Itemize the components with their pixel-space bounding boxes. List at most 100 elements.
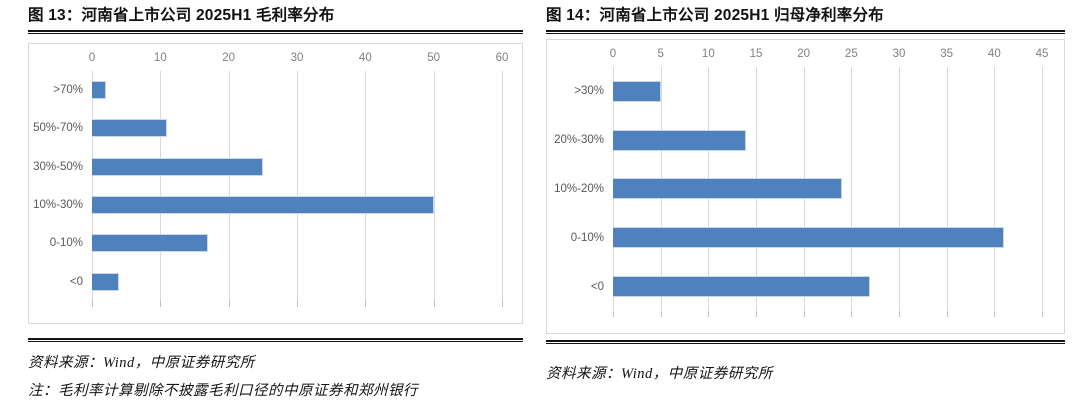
axis-tick-label: 20 bbox=[797, 48, 811, 60]
category-label: >70% bbox=[53, 84, 83, 97]
bar-track bbox=[92, 186, 502, 224]
axis-tick-label: 0 bbox=[609, 48, 617, 60]
bar-track bbox=[613, 116, 1042, 165]
bar-row: 30%-50% bbox=[29, 148, 502, 186]
bar bbox=[92, 272, 120, 291]
bar-track bbox=[613, 165, 1042, 214]
bar-rows: >30% 20%-30% 10%-20% 0-10% <0 bbox=[547, 67, 1042, 311]
bar-track bbox=[92, 148, 502, 186]
figure-13-chart: 0 10 20 30 40 50 60 >70% 50%-70% 30%-50% 10%-30% 0-… bbox=[28, 43, 523, 324]
bar-row: 10%-30% bbox=[29, 186, 502, 224]
bar-row: 0-10% bbox=[29, 224, 502, 262]
category-label: <0 bbox=[69, 275, 83, 288]
axis-tick-mark bbox=[228, 301, 230, 307]
bar-row: 50%-70% bbox=[29, 109, 502, 147]
figure-14-title: 图 14：河南省上市公司 2025H1 归母净利率分布 bbox=[546, 7, 884, 24]
bar bbox=[92, 81, 106, 100]
axis-tick-label: 40 bbox=[987, 48, 1001, 60]
axis-tick-mark bbox=[803, 311, 805, 317]
bar-track bbox=[92, 224, 502, 262]
bar-row: >30% bbox=[547, 67, 1042, 116]
axis-tick-label: 30 bbox=[892, 48, 906, 60]
bar-track bbox=[613, 213, 1042, 262]
axis-tick-label: 0 bbox=[88, 52, 96, 64]
axis-tick-mark bbox=[660, 311, 662, 317]
bar bbox=[92, 119, 168, 138]
figure-14-panel: 图 14：河南省上市公司 2025H1 归母净利率分布 0 5 10 15 20 25 30… bbox=[546, 4, 1065, 383]
axis-tick-label: 25 bbox=[844, 48, 858, 60]
axis-tick-mark bbox=[365, 301, 367, 307]
category-label: 0-10% bbox=[570, 231, 604, 244]
axis-tick-mark bbox=[755, 311, 757, 317]
figure-13-panel: 图 13：河南省上市公司 2025H1 毛利率分布 0 10 20 30 40 50 60 >… bbox=[28, 4, 523, 400]
bar bbox=[613, 227, 1004, 249]
gridline bbox=[92, 71, 93, 301]
bar bbox=[613, 129, 747, 151]
plot-area: >70% 50%-70% 30%-50% 10%-30% 0-10% <0 bbox=[29, 71, 503, 315]
bar-track bbox=[92, 263, 502, 301]
gridline bbox=[994, 67, 996, 311]
bar-track bbox=[613, 262, 1042, 311]
value-axis: 0 5 10 15 20 25 30 35 40 45 bbox=[609, 45, 1049, 67]
bar-row: <0 bbox=[547, 262, 1042, 311]
axis-tick-label: 60 bbox=[495, 52, 509, 64]
category-label: 20%-30% bbox=[554, 134, 604, 147]
bar-row: >70% bbox=[29, 71, 502, 109]
figure-14-footer-rule bbox=[546, 340, 1065, 344]
bar bbox=[613, 80, 661, 102]
bar bbox=[613, 276, 871, 298]
axis-tick-label: 5 bbox=[657, 48, 664, 60]
bar-row: 20%-30% bbox=[547, 116, 1042, 165]
axis-tick-label: 45 bbox=[1035, 48, 1049, 60]
figure-14-chart: 0 5 10 15 20 25 30 35 40 45 >30% 20%-30% 10%-20% 0-10… bbox=[546, 39, 1065, 334]
gridline bbox=[851, 67, 853, 311]
bar bbox=[613, 178, 842, 200]
category-label: 10%-30% bbox=[33, 199, 83, 212]
axis-tick-mark bbox=[502, 301, 503, 307]
bar-track bbox=[92, 71, 502, 109]
gridline bbox=[297, 71, 298, 301]
axis-tick-mark bbox=[898, 311, 900, 317]
axis-tick-label: 50 bbox=[427, 52, 441, 64]
bar bbox=[92, 157, 263, 176]
gridline bbox=[433, 71, 435, 301]
axis-tick-mark bbox=[613, 311, 614, 317]
figure-14-source: 资料来源：Wind，中原证券研究所 bbox=[546, 366, 773, 382]
axis-tick-label: 40 bbox=[358, 52, 372, 64]
axis-tick-mark bbox=[297, 301, 298, 307]
axis-tick-label: 30 bbox=[290, 52, 304, 64]
gridline bbox=[160, 71, 162, 301]
axis-tick-mark bbox=[92, 301, 93, 307]
bar-track bbox=[92, 109, 502, 147]
category-label: 10%-20% bbox=[554, 182, 604, 195]
figure-13-title: 图 13：河南省上市公司 2025H1 毛利率分布 bbox=[28, 7, 335, 24]
figure-13-footer-rule bbox=[28, 338, 523, 342]
plot-area: >30% 20%-30% 10%-20% 0-10% <0 bbox=[547, 67, 1043, 325]
bar bbox=[92, 196, 434, 215]
axis-tick-label: 20 bbox=[222, 52, 236, 64]
bar-row: <0 bbox=[29, 263, 502, 301]
gridline bbox=[502, 71, 503, 301]
axis-tick-label: 10 bbox=[153, 52, 167, 64]
figure-14-title-rule bbox=[546, 30, 1065, 34]
category-label: 50%-70% bbox=[33, 122, 83, 135]
axis-tick-label: 15 bbox=[749, 48, 763, 60]
axis-tick-mark bbox=[433, 301, 435, 307]
bar-rows: >70% 50%-70% 30%-50% 10%-30% 0-10% <0 bbox=[29, 71, 502, 301]
gridline bbox=[228, 71, 230, 301]
gridline bbox=[898, 67, 900, 311]
bar bbox=[92, 234, 209, 253]
bar-row: 10%-20% bbox=[547, 165, 1042, 214]
figure-13-title-rule bbox=[28, 30, 523, 34]
gridline bbox=[946, 67, 948, 311]
gridline bbox=[1042, 67, 1043, 311]
bar-track bbox=[613, 67, 1042, 116]
gridline-layer bbox=[92, 71, 503, 307]
category-label: >30% bbox=[574, 85, 604, 98]
axis-tick-mark bbox=[994, 311, 996, 317]
category-label: <0 bbox=[590, 280, 604, 293]
bar-row: 0-10% bbox=[547, 213, 1042, 262]
axis-tick-mark bbox=[946, 311, 948, 317]
axis-tick-mark bbox=[160, 301, 162, 307]
